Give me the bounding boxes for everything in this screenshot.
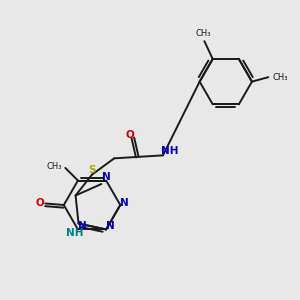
Text: N: N — [78, 221, 86, 231]
Text: S: S — [88, 165, 96, 175]
Text: N: N — [106, 221, 115, 232]
Text: O: O — [125, 130, 134, 140]
Text: O: O — [36, 199, 44, 208]
Text: NH: NH — [161, 146, 178, 157]
Text: NH: NH — [66, 228, 83, 238]
Text: CH₃: CH₃ — [273, 73, 288, 82]
Text: CH₃: CH₃ — [195, 28, 211, 38]
Text: CH₃: CH₃ — [46, 162, 62, 171]
Text: N: N — [120, 199, 129, 208]
Text: N: N — [102, 172, 111, 182]
